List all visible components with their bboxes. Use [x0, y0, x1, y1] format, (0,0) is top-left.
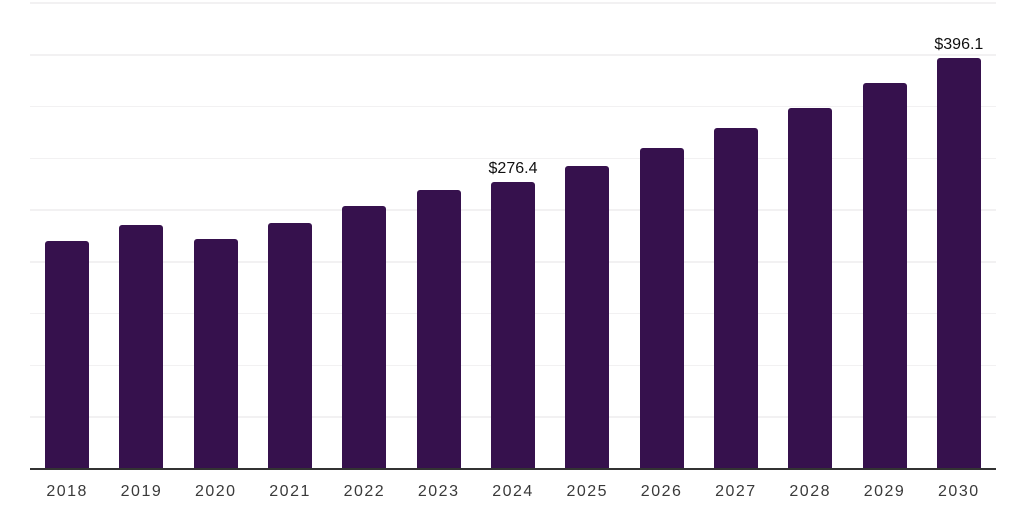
x-tick-label-2019: 2019	[120, 483, 163, 500]
gridline-350	[30, 105, 996, 108]
x-tick-label-2025: 2025	[566, 483, 609, 500]
bar-2025[interactable]	[565, 165, 610, 468]
gridline-400	[30, 54, 996, 56]
x-tick-label-2018: 2018	[46, 483, 88, 500]
x-tick-label-2029: 2029	[863, 483, 906, 500]
x-tick-label-2020: 2020	[194, 483, 237, 500]
x-tick-label-2023: 2023	[417, 483, 460, 500]
gridline-300	[30, 157, 996, 160]
bar-2024[interactable]	[491, 182, 535, 468]
x-tick-label-2027: 2027	[715, 483, 757, 500]
x-tick-label-2030: 2030	[938, 483, 980, 500]
bar-2028[interactable]	[788, 107, 833, 468]
bar-2021[interactable]	[268, 222, 313, 468]
bar-2027[interactable]	[713, 128, 758, 468]
x-tick-label-2022: 2022	[343, 483, 386, 500]
bar-2019[interactable]	[119, 225, 164, 468]
bar-2022[interactable]	[342, 206, 387, 468]
x-tick-label-2021: 2021	[269, 483, 311, 500]
data-label-2030: $396.1	[934, 36, 984, 54]
bar-2026[interactable]	[639, 147, 684, 468]
x-tick-label-2026: 2026	[640, 483, 683, 500]
x-axis-line	[30, 468, 996, 470]
bar-2023[interactable]	[416, 190, 461, 468]
x-tick-label-2028: 2028	[789, 483, 831, 500]
bar-2029[interactable]	[862, 83, 907, 468]
data-label-2024: $276.4	[488, 160, 538, 178]
bar-2030[interactable]	[936, 58, 981, 468]
gridline-450	[30, 2, 996, 4]
bar-2020[interactable]	[193, 238, 238, 468]
x-tick-label-2024: 2024	[492, 483, 534, 500]
bar-2018[interactable]	[45, 240, 90, 468]
